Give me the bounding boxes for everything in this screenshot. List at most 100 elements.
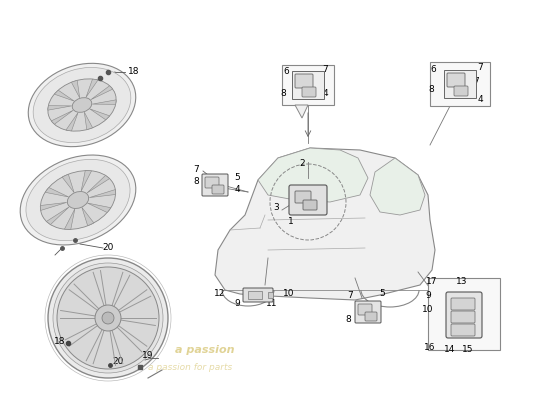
Text: 10: 10 bbox=[422, 306, 434, 314]
Text: 5: 5 bbox=[234, 174, 240, 182]
FancyBboxPatch shape bbox=[295, 191, 311, 203]
Circle shape bbox=[102, 312, 114, 324]
Text: 7: 7 bbox=[322, 66, 328, 74]
Polygon shape bbox=[90, 109, 109, 120]
Circle shape bbox=[53, 263, 163, 373]
Polygon shape bbox=[64, 209, 75, 229]
Text: 20: 20 bbox=[102, 244, 114, 252]
Polygon shape bbox=[84, 112, 92, 130]
Polygon shape bbox=[51, 110, 73, 124]
FancyBboxPatch shape bbox=[289, 185, 327, 215]
Circle shape bbox=[57, 267, 159, 369]
Text: 7: 7 bbox=[477, 62, 483, 72]
FancyBboxPatch shape bbox=[212, 185, 224, 194]
Text: 4: 4 bbox=[477, 96, 483, 104]
Text: 2: 2 bbox=[299, 158, 305, 168]
Polygon shape bbox=[82, 207, 94, 226]
Polygon shape bbox=[89, 190, 116, 198]
FancyBboxPatch shape bbox=[451, 324, 475, 336]
Text: 6: 6 bbox=[283, 68, 289, 76]
FancyBboxPatch shape bbox=[451, 311, 475, 323]
FancyBboxPatch shape bbox=[358, 304, 372, 315]
Text: 7: 7 bbox=[193, 166, 199, 174]
FancyBboxPatch shape bbox=[202, 174, 228, 196]
Text: 7: 7 bbox=[473, 78, 479, 86]
Text: 1: 1 bbox=[288, 218, 294, 226]
FancyBboxPatch shape bbox=[447, 73, 465, 87]
Polygon shape bbox=[92, 100, 116, 104]
Polygon shape bbox=[87, 203, 111, 212]
FancyBboxPatch shape bbox=[428, 278, 500, 350]
Polygon shape bbox=[215, 148, 435, 300]
Text: 6: 6 bbox=[430, 66, 436, 74]
Polygon shape bbox=[370, 158, 425, 215]
Polygon shape bbox=[295, 105, 308, 118]
Text: 4: 4 bbox=[322, 90, 328, 98]
Text: 5: 5 bbox=[379, 290, 385, 298]
FancyBboxPatch shape bbox=[243, 288, 273, 302]
FancyBboxPatch shape bbox=[446, 292, 482, 338]
Ellipse shape bbox=[28, 63, 136, 147]
Polygon shape bbox=[62, 174, 74, 193]
Polygon shape bbox=[54, 90, 74, 101]
Ellipse shape bbox=[72, 98, 92, 112]
Text: 3: 3 bbox=[273, 204, 279, 212]
FancyBboxPatch shape bbox=[282, 65, 334, 105]
Text: a passion for parts: a passion for parts bbox=[148, 364, 232, 372]
FancyBboxPatch shape bbox=[292, 71, 324, 99]
FancyBboxPatch shape bbox=[295, 74, 313, 88]
Text: 14: 14 bbox=[444, 346, 456, 354]
FancyBboxPatch shape bbox=[444, 70, 476, 98]
Circle shape bbox=[48, 258, 168, 378]
Text: 7: 7 bbox=[347, 292, 353, 300]
Ellipse shape bbox=[33, 68, 131, 142]
Polygon shape bbox=[87, 176, 109, 193]
Polygon shape bbox=[46, 207, 69, 224]
Text: 18: 18 bbox=[54, 338, 66, 346]
Text: 4: 4 bbox=[373, 316, 379, 324]
Text: a passion: a passion bbox=[175, 345, 234, 355]
Polygon shape bbox=[66, 113, 78, 131]
Polygon shape bbox=[86, 79, 98, 97]
Text: 20: 20 bbox=[112, 358, 124, 366]
Text: 18: 18 bbox=[128, 68, 140, 76]
Text: 9: 9 bbox=[234, 300, 240, 308]
Text: 9: 9 bbox=[425, 292, 431, 300]
Ellipse shape bbox=[40, 171, 116, 229]
Text: 16: 16 bbox=[424, 344, 436, 352]
Polygon shape bbox=[72, 80, 80, 98]
Text: 15: 15 bbox=[462, 346, 474, 354]
Ellipse shape bbox=[67, 192, 89, 208]
Text: 13: 13 bbox=[456, 278, 468, 286]
Ellipse shape bbox=[20, 155, 136, 245]
Ellipse shape bbox=[48, 79, 116, 131]
FancyBboxPatch shape bbox=[430, 62, 490, 106]
FancyBboxPatch shape bbox=[451, 298, 475, 310]
Polygon shape bbox=[81, 171, 91, 191]
FancyBboxPatch shape bbox=[302, 87, 316, 97]
Text: 8: 8 bbox=[345, 316, 351, 324]
FancyBboxPatch shape bbox=[454, 86, 468, 96]
Text: 17: 17 bbox=[426, 278, 438, 286]
Text: 8: 8 bbox=[428, 86, 434, 94]
Polygon shape bbox=[258, 148, 368, 202]
FancyBboxPatch shape bbox=[303, 200, 317, 210]
Text: 8: 8 bbox=[193, 178, 199, 186]
Text: 10: 10 bbox=[283, 290, 295, 298]
FancyBboxPatch shape bbox=[365, 312, 377, 321]
Text: 11: 11 bbox=[266, 300, 278, 308]
Polygon shape bbox=[91, 86, 113, 100]
FancyBboxPatch shape bbox=[205, 177, 219, 188]
Text: 19: 19 bbox=[142, 352, 154, 360]
Polygon shape bbox=[48, 106, 72, 110]
FancyBboxPatch shape bbox=[355, 301, 381, 323]
Circle shape bbox=[95, 305, 121, 331]
Text: 8: 8 bbox=[280, 88, 286, 98]
Text: 12: 12 bbox=[214, 290, 225, 298]
Polygon shape bbox=[45, 188, 69, 197]
FancyBboxPatch shape bbox=[248, 291, 262, 299]
FancyBboxPatch shape bbox=[268, 292, 273, 298]
Text: 4: 4 bbox=[234, 186, 240, 194]
Ellipse shape bbox=[26, 159, 130, 241]
Polygon shape bbox=[41, 202, 67, 210]
